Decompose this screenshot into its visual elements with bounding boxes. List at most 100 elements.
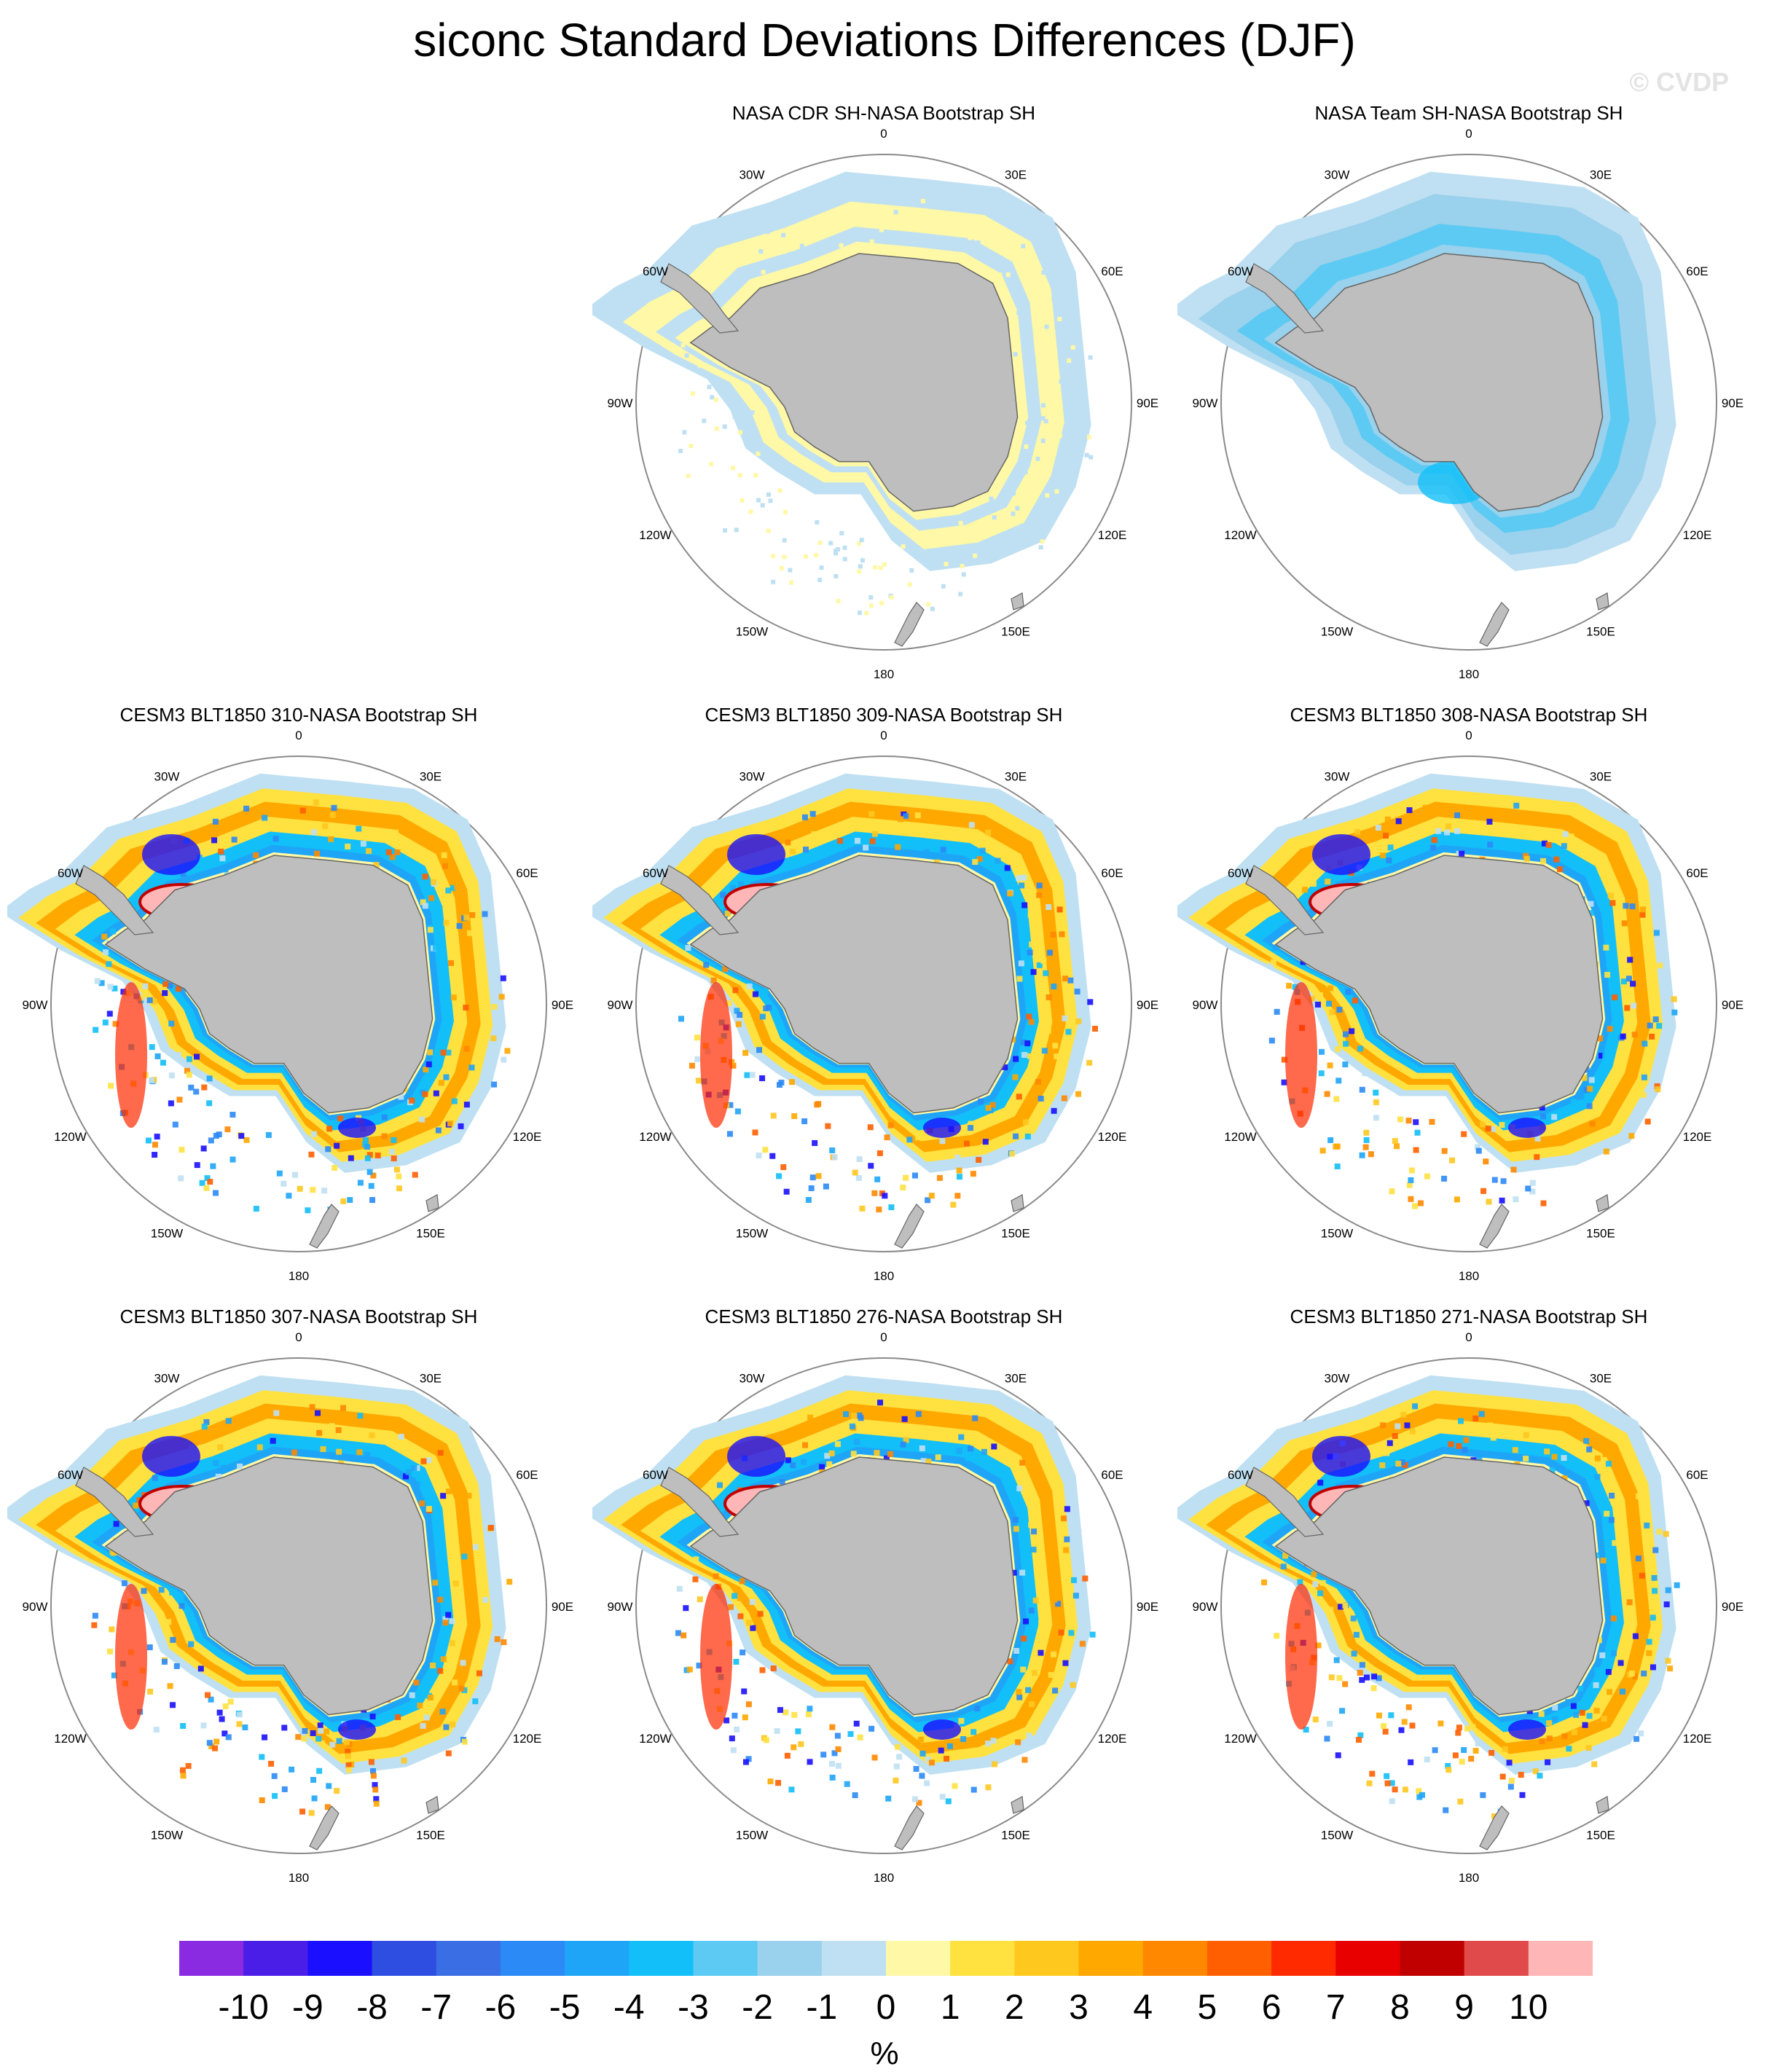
new-zealand-landmass bbox=[309, 1204, 340, 1249]
lon-label: 90E bbox=[552, 998, 573, 1012]
antarctica-landmass bbox=[689, 855, 1019, 1114]
map-panel-8: CESM3 BLT1850 271-NASA Bootstrap SH 0 30E… bbox=[1177, 1306, 1760, 1896]
colorbar-tick-label: 7 bbox=[1325, 1988, 1346, 2027]
map-panel-1: NASA CDR SH-NASA Bootstrap SH 0 30E 60E 90E… bbox=[592, 102, 1175, 692]
colorbar-swatch bbox=[179, 1941, 244, 1976]
map-panel-5: CESM3 BLT1850 308-NASA Bootstrap SH 0 30E… bbox=[1177, 704, 1760, 1294]
colorbar-tick-label: -6 bbox=[485, 1988, 517, 2027]
colorbar-tick-label: 3 bbox=[1069, 1988, 1089, 2027]
colorbar-swatch bbox=[500, 1941, 565, 1976]
lon-label: 150E bbox=[416, 1227, 445, 1241]
antarctica-landmass bbox=[104, 855, 434, 1114]
colorbar-tick-label: 2 bbox=[1005, 1988, 1024, 2027]
colorbar-swatch bbox=[1464, 1941, 1529, 1976]
south-america-landmass bbox=[75, 865, 154, 935]
map-panel-6: CESM3 BLT1850 307-NASA Bootstrap SH 0 30E… bbox=[7, 1306, 590, 1896]
colorbar-tick-label: 9 bbox=[1454, 1988, 1474, 2027]
panel-title: CESM3 BLT1850 310-NASA Bootstrap SH bbox=[119, 704, 478, 726]
colorbar-swatch bbox=[1528, 1941, 1593, 1976]
lon-label: 30E bbox=[1590, 168, 1612, 181]
polar-map: 0 30E 60E 90E 120E 150E 180 150W 120W 90W 60W 30W bbox=[592, 729, 1158, 1283]
lon-label: 150E bbox=[1586, 625, 1615, 639]
lon-label: 120W bbox=[1224, 1732, 1256, 1746]
colorbar-tick-label: -8 bbox=[356, 1988, 388, 2027]
lon-label: 30W bbox=[740, 769, 765, 783]
lon-label: 180 bbox=[874, 667, 894, 681]
antarctica-landmass bbox=[689, 253, 1019, 512]
new-zealand-landmass bbox=[894, 1805, 925, 1851]
colorbar-tick-label: -5 bbox=[549, 1988, 581, 2027]
colorbar-swatch bbox=[1271, 1941, 1336, 1976]
lon-label: 0 bbox=[295, 729, 302, 742]
lon-label: 90E bbox=[1137, 396, 1158, 410]
lon-label: 60W bbox=[643, 1468, 668, 1482]
lon-label: 0 bbox=[1465, 729, 1472, 742]
colorbar-swatch bbox=[950, 1941, 1015, 1976]
lon-label: 60W bbox=[643, 866, 668, 880]
panel-title: CESM3 BLT1850 276-NASA Bootstrap SH bbox=[705, 1306, 1063, 1327]
lon-label: 120W bbox=[639, 1130, 671, 1144]
lon-label: 30E bbox=[1005, 769, 1027, 783]
polar-map: 0 30E 60E 90E 120E 150E 180 150W 120W 90W 60W 30W bbox=[592, 127, 1158, 681]
colorbar-swatch bbox=[821, 1941, 887, 1976]
lon-label: 30W bbox=[154, 1371, 180, 1385]
lon-label: 30W bbox=[1325, 769, 1350, 783]
colorbar-swatch bbox=[1335, 1941, 1400, 1976]
lon-label: 90E bbox=[1137, 998, 1158, 1012]
new-zealand-landmass bbox=[309, 1805, 340, 1851]
lon-label: 0 bbox=[295, 1330, 302, 1344]
lon-label: 30W bbox=[740, 1371, 765, 1385]
lon-label: 150E bbox=[1586, 1227, 1615, 1241]
map-panel-3: CESM3 BLT1850 310-NASA Bootstrap SH 0 30E… bbox=[7, 704, 590, 1294]
lon-label: 150E bbox=[1001, 1829, 1030, 1843]
lon-label: 150W bbox=[736, 1829, 768, 1843]
tasmania-landmass bbox=[425, 1194, 439, 1212]
panel-title: CESM3 BLT1850 308-NASA Bootstrap SH bbox=[1290, 704, 1648, 726]
colorbar-tick-label: 1 bbox=[940, 1988, 960, 2027]
lon-label: 60W bbox=[58, 1468, 83, 1482]
lon-label: 60E bbox=[516, 1468, 538, 1482]
south-america-landmass bbox=[660, 865, 740, 935]
antarctica-landmass bbox=[1274, 1456, 1604, 1716]
new-zealand-landmass bbox=[1479, 602, 1510, 647]
tasmania-landmass bbox=[1011, 592, 1024, 611]
lon-label: 150E bbox=[1001, 1227, 1030, 1241]
colorbar-swatch bbox=[1014, 1941, 1080, 1976]
lon-label: 150W bbox=[151, 1227, 183, 1241]
colorbar-tick-label: -4 bbox=[613, 1988, 645, 2027]
lon-label: 90W bbox=[1193, 396, 1218, 410]
lon-label: 120E bbox=[1098, 1732, 1127, 1746]
antarctica-landmass bbox=[104, 1456, 434, 1716]
panel-title: CESM3 BLT1850 309-NASA Bootstrap SH bbox=[705, 704, 1063, 726]
lon-label: 30E bbox=[1590, 769, 1612, 783]
lon-label: 150E bbox=[416, 1829, 445, 1843]
lon-label: 60W bbox=[643, 264, 668, 278]
colorbar-swatch bbox=[1400, 1941, 1465, 1976]
lon-label: 180 bbox=[1459, 1871, 1479, 1885]
colorbar-tick-label: -10 bbox=[218, 1988, 269, 2027]
lon-label: 60E bbox=[1101, 264, 1123, 278]
colorbar-tick-label: 6 bbox=[1261, 1988, 1282, 2027]
lon-label: 30E bbox=[420, 1371, 442, 1385]
map-panel-7: CESM3 BLT1850 276-NASA Bootstrap SH 0 30E… bbox=[592, 1306, 1175, 1896]
lon-label: 120W bbox=[1224, 1130, 1256, 1144]
new-zealand-landmass bbox=[1479, 1204, 1510, 1249]
colorbar-swatch bbox=[757, 1941, 823, 1976]
polar-map: 0 30E 60E 90E 120E 150E 180 150W 120W 90W 60W 30W bbox=[592, 1330, 1158, 1885]
lon-label: 30W bbox=[1325, 168, 1350, 181]
lon-label: 150W bbox=[736, 625, 768, 639]
lon-label: 60E bbox=[1686, 866, 1708, 880]
lon-label: 120E bbox=[1683, 528, 1712, 542]
lon-label: 150E bbox=[1586, 1829, 1615, 1843]
new-zealand-landmass bbox=[894, 1204, 925, 1249]
colorbar-swatch bbox=[1207, 1941, 1272, 1976]
lon-label: 120E bbox=[1683, 1732, 1712, 1746]
new-zealand-landmass bbox=[1479, 1805, 1510, 1851]
watermark: © CVDP bbox=[1629, 67, 1729, 97]
lon-label: 150W bbox=[1321, 625, 1353, 639]
lon-label: 0 bbox=[880, 729, 887, 742]
lon-label: 120E bbox=[1683, 1130, 1712, 1144]
lon-label: 90W bbox=[1193, 1600, 1218, 1614]
colorbar-swatch bbox=[693, 1941, 758, 1976]
lon-label: 90W bbox=[608, 396, 633, 410]
